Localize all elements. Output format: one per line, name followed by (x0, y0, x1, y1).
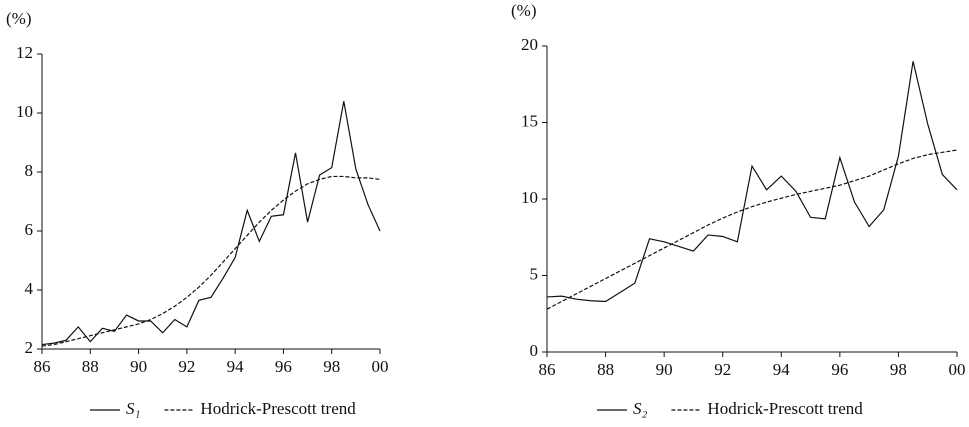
x-tick-label: 96 (275, 357, 292, 376)
y-tick-label: 0 (530, 341, 539, 360)
y-tick-label: 15 (521, 111, 538, 130)
y-tick-label: 10 (16, 102, 33, 121)
series-line (546, 61, 958, 303)
x-tick-label: 90 (656, 360, 673, 379)
x-tick-label: 88 (597, 360, 614, 379)
x-tick-label: 00 (372, 357, 389, 376)
x-tick-label: 98 (323, 357, 340, 376)
y-tick-label: 8 (25, 161, 34, 180)
x-tick-label: 94 (227, 357, 245, 376)
x-tick-label: 94 (773, 360, 791, 379)
legend-label: Hodrick-Prescott trend (200, 399, 356, 418)
legend-label: S₁ (126, 399, 140, 418)
x-tick-label: 90 (130, 357, 147, 376)
y-tick-label: 6 (25, 220, 34, 239)
series-line (546, 149, 958, 310)
x-tick-label: 92 (714, 360, 731, 379)
y-tick-label: 12 (16, 43, 33, 62)
y-tick-label: 10 (521, 188, 538, 207)
y-tick-label: 2 (25, 338, 34, 357)
x-tick-label: 86 (539, 360, 556, 379)
x-tick-label: 86 (34, 357, 51, 376)
x-tick-label: 98 (890, 360, 907, 379)
y-tick-label: 5 (530, 264, 539, 283)
x-tick-label: 96 (831, 360, 848, 379)
y-tick-label: 20 (521, 35, 538, 54)
y-axis-label: (%) (6, 9, 31, 28)
y-tick-label: 4 (25, 279, 34, 298)
legend-label: Hodrick-Prescott trend (707, 399, 863, 418)
x-tick-label: 92 (178, 357, 195, 376)
x-tick-label: 88 (82, 357, 99, 376)
series-line (41, 101, 381, 346)
x-tick-label: 00 (949, 360, 966, 379)
series-line (41, 175, 381, 347)
y-axis-label: (%) (511, 1, 536, 20)
legend-label: S₂ (633, 399, 648, 418)
